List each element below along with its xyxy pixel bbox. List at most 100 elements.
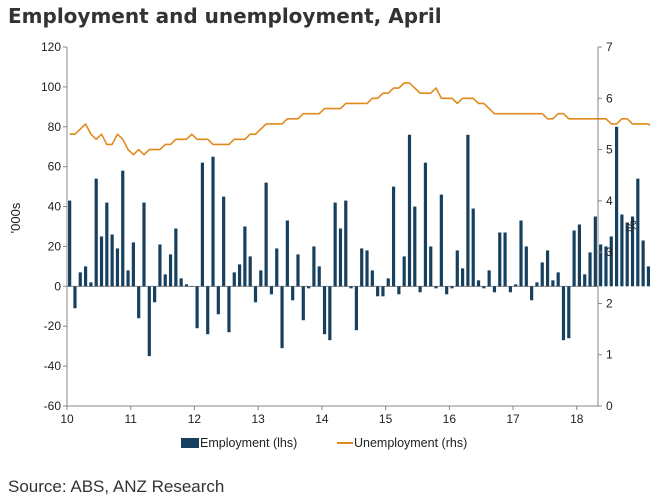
employment-bar xyxy=(68,200,72,287)
y-right-tick-label: 3 xyxy=(606,245,613,259)
y-left-tick-label: 20 xyxy=(48,239,62,253)
employment-bar xyxy=(466,134,470,287)
employment-bar xyxy=(184,284,189,287)
x-tick-label: 11 xyxy=(124,412,137,426)
employment-bar xyxy=(99,236,104,287)
employment-bar xyxy=(402,256,406,287)
employment-bar xyxy=(445,286,449,295)
chart-title: Employment and unemployment, April xyxy=(8,4,442,28)
y-left-tick-label: -60 xyxy=(44,399,62,413)
employment-bar xyxy=(190,286,194,287)
employment-bar xyxy=(73,286,77,309)
employment-bar xyxy=(360,248,364,287)
y-right-tick-label: 0 xyxy=(606,399,613,413)
y-right-tick-label: 6 xyxy=(606,91,613,105)
employment-bar xyxy=(179,278,183,287)
employment-bar xyxy=(291,286,295,301)
employment-bar xyxy=(646,266,650,287)
employment-bar xyxy=(211,156,215,287)
employment-bar xyxy=(397,286,401,295)
y-right-tick-label: 7 xyxy=(606,40,613,54)
employment-bar xyxy=(423,162,428,287)
employment-bar xyxy=(243,226,247,287)
employment-bar xyxy=(232,272,236,287)
employment-bar xyxy=(354,286,358,331)
employment-bar xyxy=(434,286,438,289)
employment-bar xyxy=(312,246,316,287)
y-left-tick-label: 120 xyxy=(41,40,61,54)
employment-bar xyxy=(206,286,210,335)
y-left-tick-label: -20 xyxy=(44,319,62,333)
employment-bar xyxy=(535,282,539,287)
employment-bar xyxy=(200,162,204,287)
employment-bar xyxy=(381,286,385,297)
employment-bar xyxy=(471,208,475,287)
employment-bar xyxy=(439,194,443,287)
employment-bar xyxy=(333,202,337,287)
employment-bar xyxy=(599,244,603,287)
y-left-tick-label: 60 xyxy=(48,160,62,174)
employment-bar xyxy=(583,274,587,287)
employment-bar xyxy=(328,286,332,341)
employment-bar xyxy=(620,214,624,287)
employment-bar xyxy=(349,286,353,289)
employment-bar xyxy=(514,284,518,287)
employment-bar xyxy=(227,286,231,333)
employment-bar xyxy=(78,272,82,287)
legend-unemployment-label: Unemployment (rhs) xyxy=(354,436,467,450)
y-left-tick-label: 0 xyxy=(54,279,61,293)
employment-bar xyxy=(609,236,613,287)
employment-bar xyxy=(413,206,417,287)
employment-bar xyxy=(338,228,343,287)
employment-bar xyxy=(567,286,571,339)
employment-bar xyxy=(429,246,433,287)
employment-bar xyxy=(110,234,114,287)
x-tick-label: 15 xyxy=(379,412,393,426)
y-left-tick-label: -40 xyxy=(44,359,62,373)
employment-bar xyxy=(153,286,157,303)
employment-bar xyxy=(222,196,226,287)
employment-bar xyxy=(461,268,465,287)
employment-bar xyxy=(625,222,629,287)
unemployment-line xyxy=(69,82,650,156)
y-right-axis-title: % xyxy=(624,220,639,232)
x-tick-label: 12 xyxy=(188,412,202,426)
employment-bar xyxy=(105,202,109,287)
employment-bar xyxy=(572,230,576,287)
employment-bar xyxy=(131,242,135,287)
employment-bar xyxy=(237,264,242,287)
employment-bar xyxy=(540,262,544,287)
employment-bar xyxy=(492,286,497,293)
employment-bar xyxy=(216,286,220,315)
employment-bar xyxy=(604,246,608,287)
x-tick-label: 17 xyxy=(506,412,520,426)
legend-employment-swatch xyxy=(181,438,199,448)
x-tick-label: 10 xyxy=(60,412,74,426)
employment-bar xyxy=(307,286,311,289)
employment-bar xyxy=(259,270,263,287)
employment-bar xyxy=(174,228,178,287)
x-tick-label: 18 xyxy=(570,412,584,426)
employment-bar xyxy=(168,254,173,287)
y-right-tick-label: 5 xyxy=(606,143,613,157)
employment-bar xyxy=(641,240,645,287)
employment-bar xyxy=(301,286,305,321)
employment-bar xyxy=(588,252,592,287)
employment-bar xyxy=(551,280,555,287)
employment-bar xyxy=(269,286,274,295)
y-right-tick-label: 2 xyxy=(606,296,613,310)
employment-bar xyxy=(296,254,300,287)
employment-bar xyxy=(391,186,396,287)
employment-bar xyxy=(487,270,491,287)
employment-bar xyxy=(94,178,98,287)
x-tick-label: 13 xyxy=(251,412,265,426)
employment-bar xyxy=(163,274,167,287)
employment-bar xyxy=(264,182,268,287)
employment-bar xyxy=(317,266,321,287)
employment-bars xyxy=(68,126,650,357)
y-left-tick-label: 80 xyxy=(48,120,62,134)
employment-bar xyxy=(508,286,512,293)
employment-bar xyxy=(248,256,252,287)
employment-bar xyxy=(530,286,534,301)
